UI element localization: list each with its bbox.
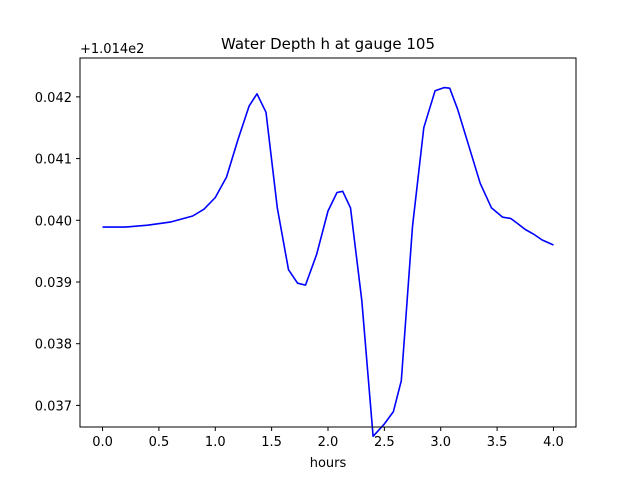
y-tick-label: 0.039 — [35, 276, 72, 291]
series-line-1 — [102, 86, 554, 438]
y-tick-label: 0.040 — [35, 214, 72, 229]
x-tick-label: 3.0 — [430, 435, 451, 450]
y-tick-label: 0.037 — [35, 399, 72, 414]
x-tick-label: 1.5 — [261, 435, 282, 450]
x-tick-label: 2.0 — [318, 435, 339, 450]
x-tick-label: 3.5 — [487, 435, 508, 450]
x-tick-label: 2.5 — [374, 435, 395, 450]
y-tick-label: 0.042 — [35, 91, 72, 106]
plot-area: 0.0 0.5 1.0 1.5 2.0 2.5 3.0 3.5 4.0 0.037 0.038 0.0… — [35, 57, 577, 450]
x-tick-label: 0.0 — [92, 435, 113, 450]
x-tick-label: 0.5 — [149, 435, 170, 450]
y-tick-label: 0.041 — [35, 153, 72, 168]
y-offset-label: +1.014e2 — [80, 42, 144, 57]
plot-frame — [79, 57, 577, 428]
x-tick-label: 4.0 — [543, 435, 564, 450]
y-tick-label: 0.038 — [35, 338, 72, 353]
chart-title: Water Depth h at gauge 105 — [221, 35, 435, 53]
x-tick-label: 1.0 — [205, 435, 226, 450]
x-axis-label: hours — [310, 456, 347, 471]
